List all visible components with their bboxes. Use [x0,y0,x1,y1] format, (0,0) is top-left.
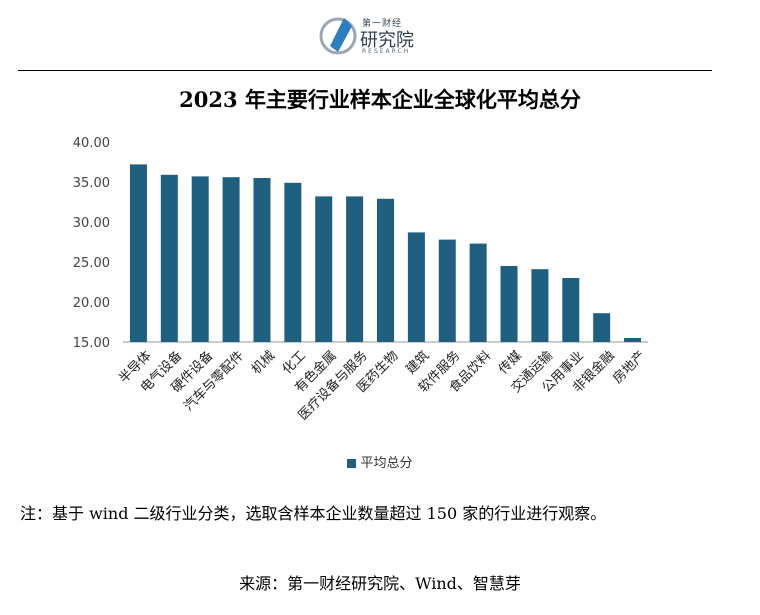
chart-title: 2023 年主要行业样本企业全球化平均总分 [179,87,581,112]
y-tick-label: 40.00 [73,136,110,151]
y-tick-label: 25.00 [73,256,110,271]
bar [253,178,271,342]
bar [469,243,487,342]
y-tick-label: 20.00 [73,296,110,311]
bar [438,239,456,342]
y-tick-label: 35.00 [73,176,110,191]
brand-logo: 第一财经 研究院 RESEARCH [318,12,418,58]
bar [160,174,178,342]
bar [531,269,549,342]
bar [500,266,518,342]
bar [346,196,364,342]
bar [284,182,302,342]
bar [624,338,642,342]
bar [191,176,209,342]
header-divider [18,70,712,71]
bar [562,278,580,342]
y-tick-label: 15.00 [73,336,110,351]
bar [222,177,240,342]
y-tick-label: 30.00 [73,216,110,231]
bar [315,196,333,342]
logo-icon [319,17,357,55]
legend-label: 平均总分 [360,456,413,471]
logo-sub-text: RESEARCH [362,48,411,55]
chart-legend: 平均总分 [0,452,760,471]
source-line: 来源：第一财经研究院、Wind、智慧芽 [239,574,521,593]
bar [407,232,425,342]
footnote: 注：基于 wind 二级行业分类，选取含样本企业数量超过 150 家的行业进行观… [20,504,607,523]
x-tick-label: 房地产 [610,348,649,387]
logo-main-text: 研究院 [360,30,414,51]
x-tick-label: 机械 [249,348,278,377]
bar [377,198,394,342]
bar [129,164,147,342]
logo-top-text: 第一财经 [362,19,403,29]
legend-swatch [347,459,357,468]
bar [593,313,611,342]
bar-chart: 15.0020.0025.0030.0035.0040.00半导体电气设备硬件设… [73,136,649,423]
